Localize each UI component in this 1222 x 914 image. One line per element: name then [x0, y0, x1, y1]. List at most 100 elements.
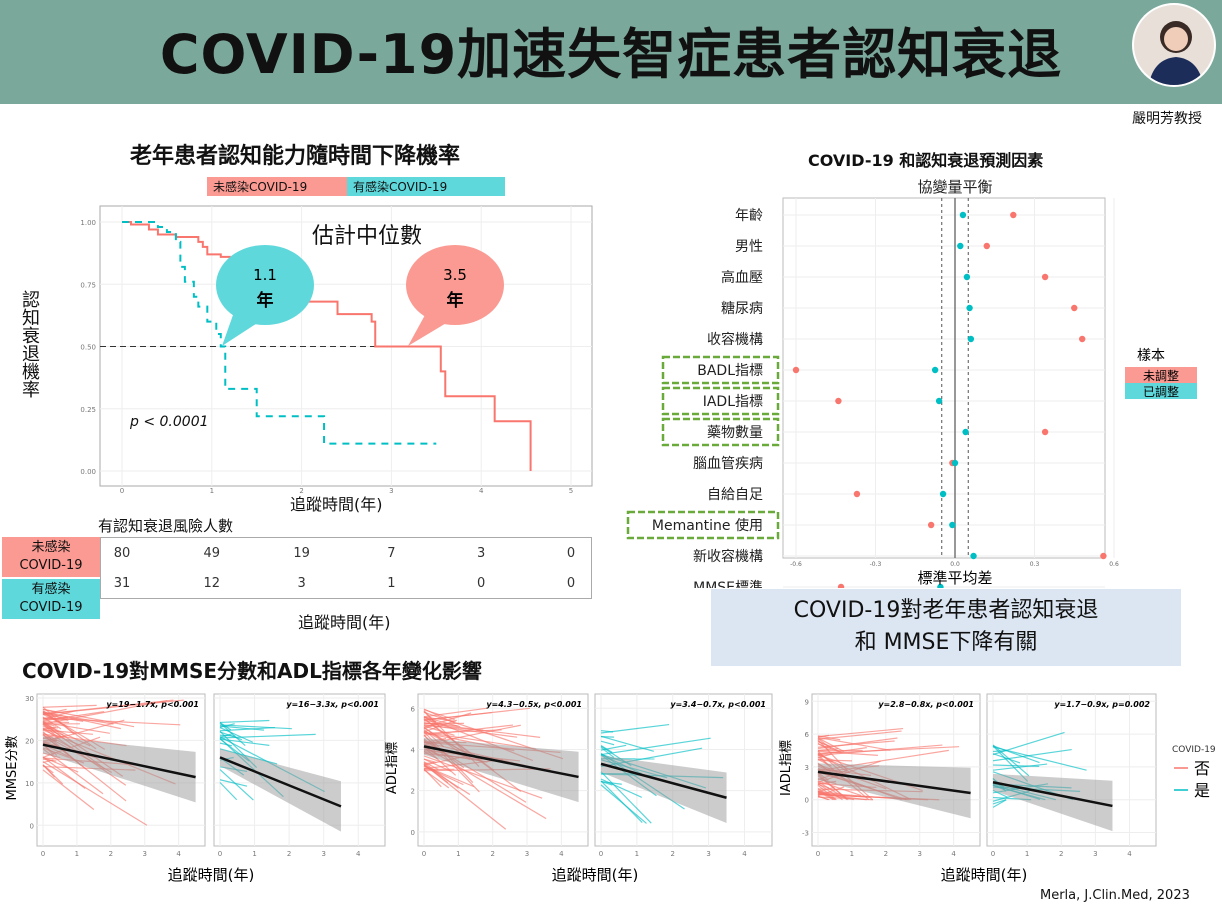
- subject-trajectory: [600, 780, 622, 785]
- x-tick-label: 0.3: [1030, 561, 1040, 568]
- risk-row-label-infected: 有感染 COVID-19: [2, 579, 100, 619]
- subject-trajectory: [817, 738, 832, 749]
- x-tick-label: 4: [951, 850, 956, 858]
- subject-trajectory: [423, 763, 507, 830]
- point-unadjusted: [1071, 304, 1078, 312]
- point-adjusted: [970, 552, 977, 560]
- subject-trajectory: [992, 789, 1008, 798]
- balance-subtitle: 協變量平衡: [917, 178, 992, 196]
- y-tick-label: 1.00: [80, 219, 96, 227]
- conclusion-box: COVID-19對老年患者認知衰退和 MMSE下降有關: [711, 589, 1181, 666]
- subject-trajectory: [423, 731, 536, 750]
- subject-trajectory: [42, 728, 64, 736]
- highlight-box: [626, 510, 780, 540]
- covariate-label: Memantine 使用: [652, 517, 763, 534]
- risk-cell: 7: [387, 546, 396, 561]
- point-adjusted: [959, 211, 967, 219]
- x-tick-label: 1: [456, 850, 460, 858]
- x-tick-label: 2: [109, 850, 113, 858]
- balance-xlabel: 標準平均差: [917, 569, 992, 587]
- subject-trajectory: [219, 779, 248, 787]
- subject-trajectory: [423, 707, 487, 718]
- x-tick-label: 0: [41, 850, 45, 858]
- point-unadjusted: [1100, 552, 1107, 560]
- regression-line: [600, 762, 727, 799]
- subject-trajectory: [600, 736, 615, 738]
- presenter-photo: [1132, 3, 1216, 87]
- legend-title: 樣本: [1137, 347, 1165, 364]
- covariate-label: 高血壓: [721, 269, 763, 286]
- point-unadjusted: [983, 242, 990, 250]
- bubble-infected-value: 1.1: [253, 266, 277, 284]
- subject-trajectory: [600, 744, 613, 753]
- y-tick-label: 9: [805, 698, 809, 706]
- subject-trajectory: [42, 700, 168, 725]
- x-tick-label: 3: [1093, 850, 1097, 858]
- bubble-tail-uninfected: [408, 315, 448, 346]
- legend-swatch-unadjusted: [1125, 367, 1197, 383]
- subject-trajectory: [423, 719, 458, 733]
- bubble-uninfected-value: 3.5: [443, 266, 467, 284]
- x-tick-label: 3: [706, 850, 710, 858]
- header-bar: [0, 0, 1222, 104]
- legend-adjusted: 已調整: [1143, 384, 1179, 399]
- legend-uninfected: 未感染COVID-19: [207, 177, 347, 196]
- y-tick-label: 20: [25, 737, 34, 745]
- point-unadjusted: [835, 397, 842, 405]
- x-axis-label: 追蹤時間(年): [168, 866, 255, 884]
- subject-trajectory: [423, 711, 437, 725]
- regression-equation: y=3.4−0.7x, p<0.001: [670, 700, 766, 709]
- y-tick-label: 6: [411, 705, 416, 713]
- y-tick-label: 0: [805, 797, 809, 805]
- x-tick-label: 2: [671, 850, 675, 858]
- y-axis-label: IADL指標: [779, 740, 794, 796]
- subject-trajectory: [219, 731, 243, 741]
- subject-trajectory: [817, 759, 853, 762]
- conclusion-line: COVID-19對老年患者認知衰退: [793, 598, 1099, 623]
- regression-line: [219, 756, 342, 808]
- risk-table: [100, 537, 592, 599]
- risk-cell: 0: [566, 546, 576, 561]
- legend-title: COVID-19: [1172, 745, 1216, 755]
- regression-equation: y=1.7−0.9x, p=0.002: [1054, 700, 1150, 709]
- subject-trajectory: [992, 753, 1021, 764]
- x-tick-label: 0: [422, 850, 426, 858]
- plot-area: [782, 197, 1106, 559]
- subject-trajectory: [42, 708, 135, 728]
- subject-trajectory: [992, 745, 1040, 764]
- subject-trajectory: [423, 711, 492, 721]
- risk-cell: 3: [297, 576, 306, 591]
- legend-yes: 是: [1194, 781, 1210, 800]
- subject-trajectory: [992, 763, 1048, 771]
- subject-trajectory: [423, 709, 455, 721]
- regression-equation: y=16−3.3x, p<0.001: [286, 700, 379, 709]
- subject-trajectory: [817, 727, 904, 738]
- subject-trajectory: [817, 744, 943, 756]
- covariate-label: 糖尿病: [721, 301, 763, 317]
- x-tick-label: 4: [559, 850, 564, 858]
- risk-row-label-uninfected: 未感染 COVID-19: [2, 537, 100, 577]
- subject-trajectory: [219, 738, 270, 746]
- km-xlabel: 追蹤時間(年): [290, 495, 383, 514]
- x-tick-label: -0.3: [870, 561, 882, 568]
- legend-no: 否: [1194, 759, 1210, 778]
- subject-trajectory: [600, 730, 614, 733]
- x-tick-label: 1: [635, 850, 639, 858]
- x-tick-label: 2: [884, 850, 888, 858]
- regression-equation: y=2.8−0.8x, p<0.001: [878, 700, 974, 709]
- point-unadjusted: [792, 366, 800, 374]
- x-tick-label: 3: [525, 850, 529, 858]
- y-tick-label: 6: [805, 731, 810, 739]
- x-tick-label: 1: [850, 850, 854, 858]
- km-title: 老年患者認知能力隨時間下降機率: [130, 144, 461, 169]
- page-title: COVID-19加速失智症患者認知衰退: [159, 23, 1063, 86]
- subject-trajectory: [219, 724, 292, 730]
- risk-cell: 19: [293, 546, 310, 561]
- regression-line: [42, 743, 196, 779]
- point-adjusted: [939, 490, 947, 498]
- point-adjusted: [949, 521, 956, 529]
- subject-trajectory: [817, 734, 830, 738]
- subject-trajectory: [817, 747, 867, 756]
- subject-trajectory: [219, 726, 275, 732]
- covariate-label: 新收容機構: [693, 548, 763, 565]
